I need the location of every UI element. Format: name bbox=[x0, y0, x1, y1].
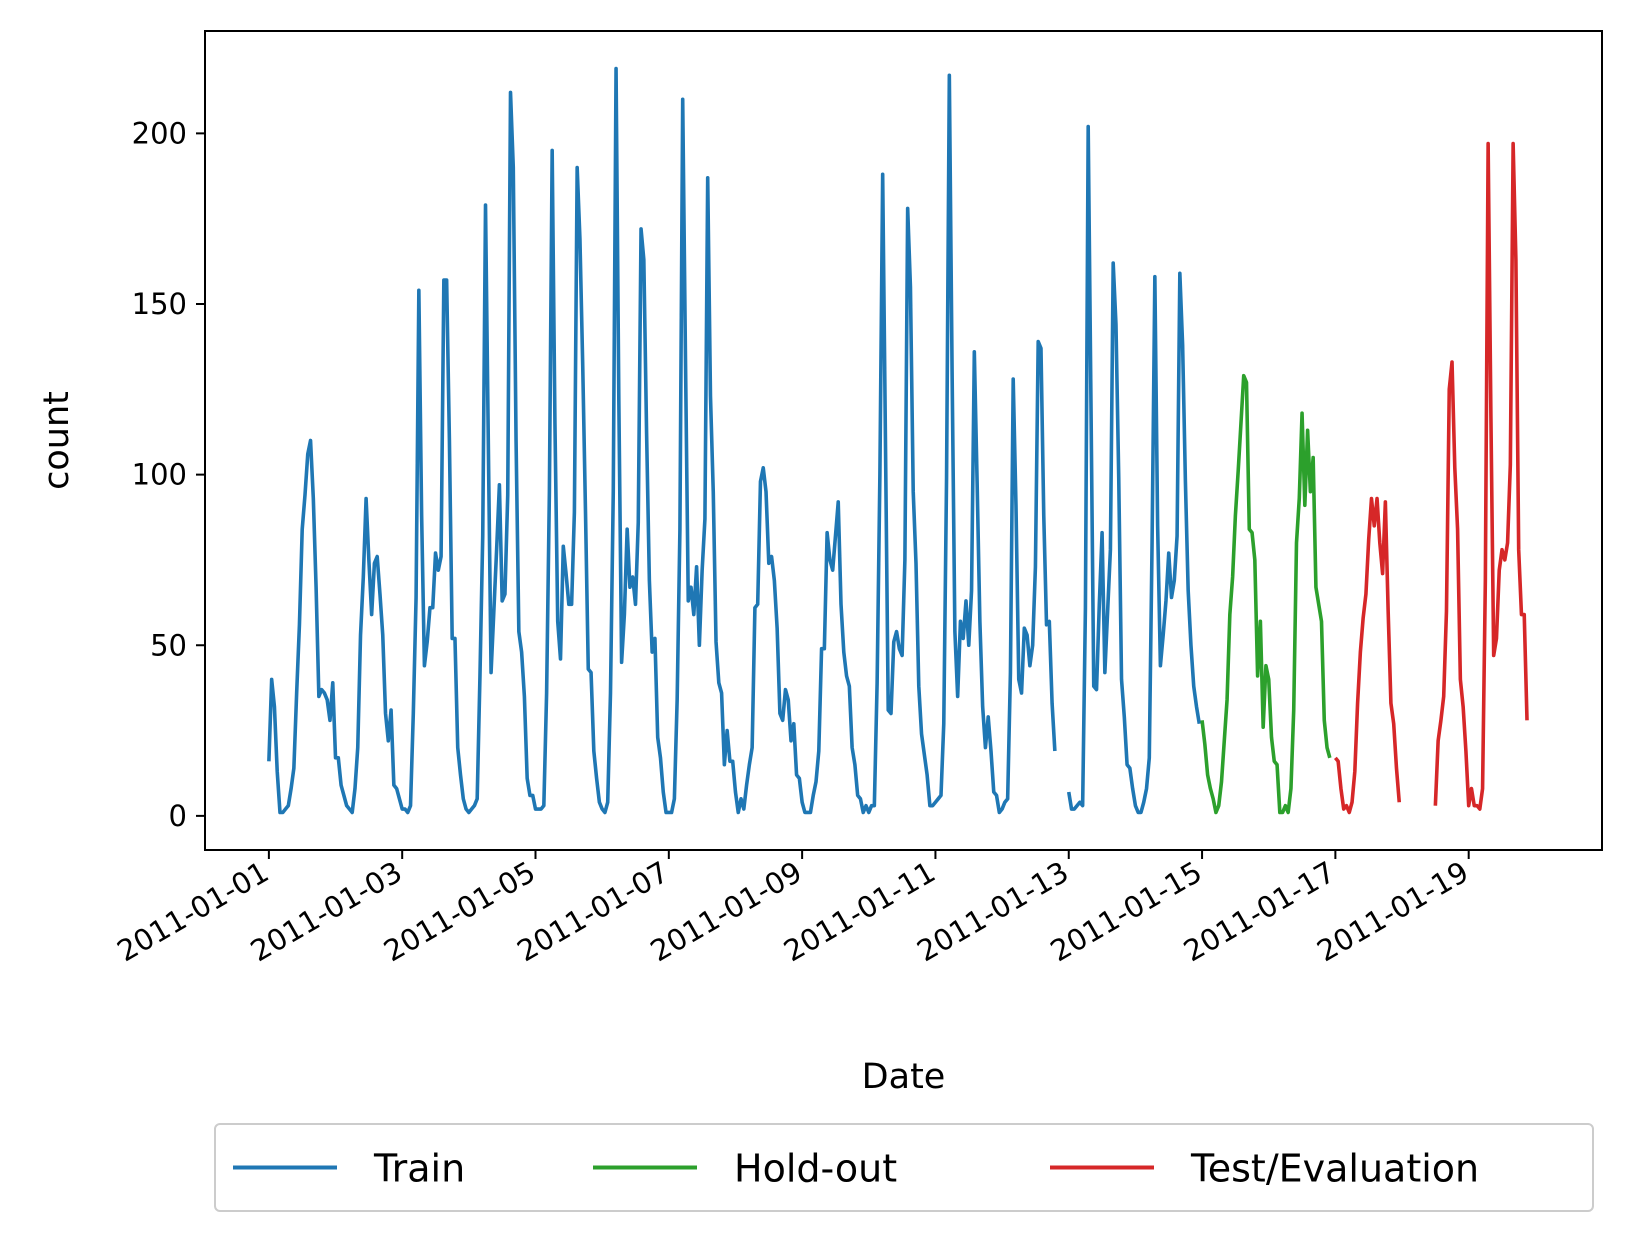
y-tick-label: 150 bbox=[132, 287, 187, 321]
y-tick-label: 100 bbox=[132, 458, 187, 492]
legend-label: Hold-out bbox=[734, 1147, 897, 1191]
x-tick-label: 2011-01-11 bbox=[778, 855, 941, 969]
y-tick-label: 50 bbox=[150, 628, 187, 662]
x-axis: 2011-01-012011-01-032011-01-052011-01-07… bbox=[111, 850, 1474, 968]
legend: Train Hold-out Test/Evaluation bbox=[214, 1123, 1594, 1212]
series-layer bbox=[267, 66, 1529, 815]
x-tick-label: 2011-01-09 bbox=[645, 855, 808, 969]
legend-label: Test/Evaluation bbox=[1190, 1147, 1479, 1191]
x-axis-label: Date bbox=[862, 1057, 946, 1097]
x-tick-label: 2011-01-15 bbox=[1045, 855, 1208, 969]
x-tick-label: 2011-01-13 bbox=[911, 855, 1074, 969]
y-tick-label: 0 bbox=[169, 799, 187, 833]
x-tick-label: 2011-01-03 bbox=[245, 855, 408, 969]
legend-label: Train bbox=[373, 1147, 465, 1191]
legend-box bbox=[214, 1123, 1594, 1212]
x-tick-label: 2011-01-07 bbox=[511, 855, 674, 969]
series-line-1 bbox=[1200, 373, 1332, 815]
x-tick-label: 2011-01-01 bbox=[111, 855, 274, 969]
y-axis: 0 50 100 150 200 bbox=[132, 116, 205, 833]
x-tick-label: 2011-01-17 bbox=[1178, 855, 1341, 969]
y-axis-label: count bbox=[37, 391, 77, 490]
x-tick-label: 2011-01-05 bbox=[378, 855, 541, 969]
series-line-2 bbox=[1333, 141, 1529, 815]
series-line-0 bbox=[267, 66, 1202, 815]
y-tick-label: 200 bbox=[132, 116, 187, 150]
plot-frame bbox=[204, 30, 1603, 851]
x-tick-label: 2011-01-19 bbox=[1311, 855, 1474, 969]
